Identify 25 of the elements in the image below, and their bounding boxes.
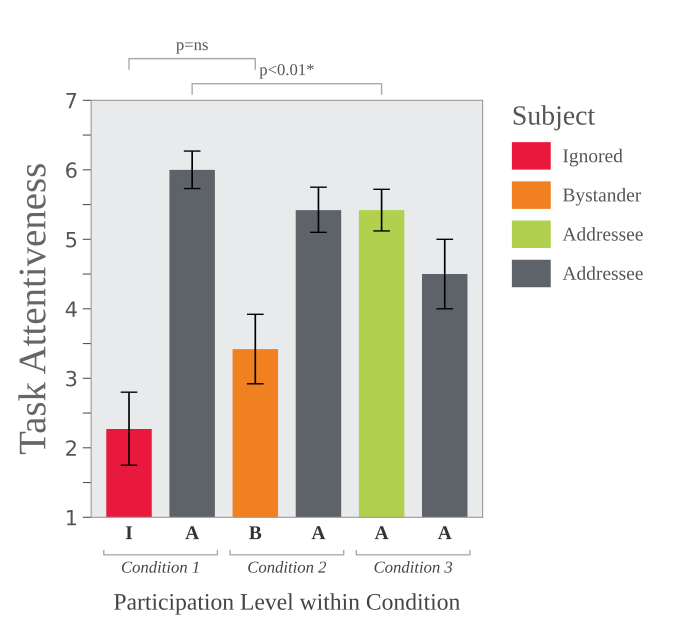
y-tick-label: 3 bbox=[66, 370, 76, 386]
y-axis-title: Task Attentiveness bbox=[18, 164, 46, 454]
legend-label: Addressee bbox=[562, 227, 643, 241]
text: Condition 1 bbox=[122, 561, 198, 573]
y-tick-label: 4 bbox=[66, 302, 77, 317]
y-tick-label: 7 bbox=[66, 93, 76, 108]
y-tick-label: 1 bbox=[66, 510, 76, 526]
y-tick-label: 6 bbox=[66, 162, 77, 178]
x-tick-label: A bbox=[438, 526, 452, 540]
x-tick-label: A bbox=[312, 526, 326, 540]
legend-label: Ignored bbox=[563, 148, 623, 166]
legend-label: Bystander bbox=[562, 188, 642, 206]
y-tick-label: 5 bbox=[66, 232, 76, 248]
x-tick-label: A bbox=[374, 526, 388, 540]
legend-label: Addressee bbox=[562, 266, 643, 280]
x-tick-label: B bbox=[249, 526, 262, 540]
x-axis-title: Participation Level within Condition bbox=[114, 593, 460, 615]
text: p<0.01* bbox=[260, 64, 314, 79]
x-tick-label: A bbox=[185, 526, 200, 540]
y-tick-label: 2 bbox=[66, 440, 76, 456]
text: p=ns bbox=[176, 42, 208, 54]
text: Condition 2 bbox=[248, 561, 326, 573]
legend-title: Subject bbox=[514, 105, 596, 130]
x-tick-label: I bbox=[126, 526, 132, 540]
text: Condition 3 bbox=[374, 561, 452, 573]
